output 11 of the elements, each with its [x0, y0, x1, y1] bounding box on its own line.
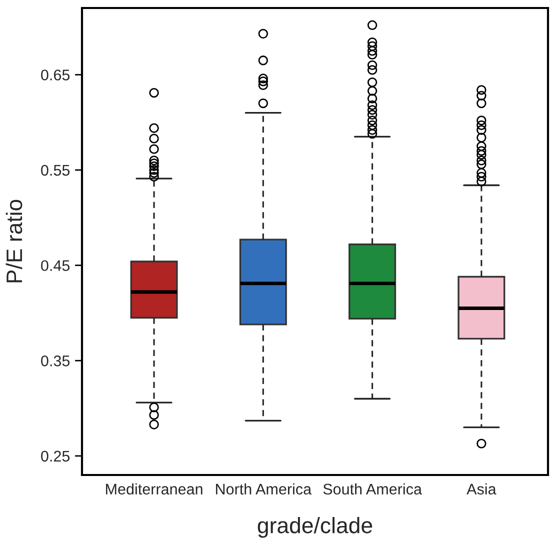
y-tick-label: 0.45: [41, 260, 70, 272]
y-tick-label: 0.35: [41, 356, 70, 366]
x-tick-label: Asia: [466, 483, 496, 495]
x-tick-label: Mediterranean: [106, 483, 202, 495]
x-tick-label: North America: [216, 483, 312, 495]
x-tick-label: South America: [323, 483, 422, 495]
y-axis-title: P/E ratio: [6, 200, 22, 282]
y-tick-label: 0.55: [41, 164, 70, 176]
x-axis-title: grade/clade: [258, 517, 372, 538]
y-tick-label: 0.25: [41, 450, 70, 462]
y-tick-label: 0.65: [41, 70, 70, 80]
